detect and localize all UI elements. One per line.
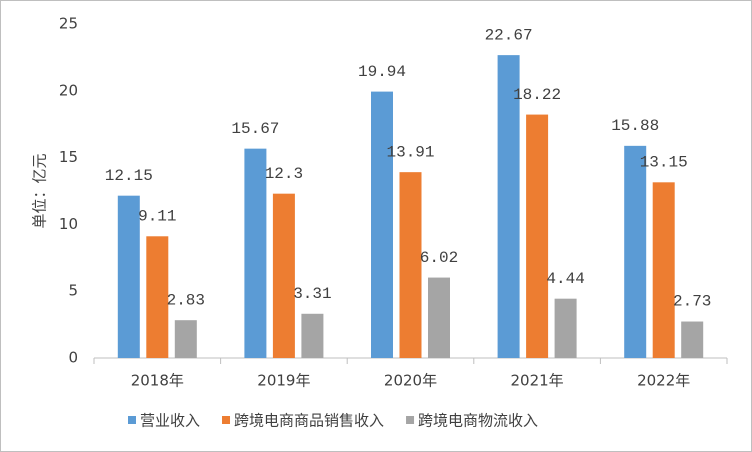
x-tick-label: 2019年: [257, 372, 310, 390]
value-label: 6.02: [420, 249, 458, 267]
bar: [554, 298, 577, 358]
bar: [428, 277, 450, 358]
x-tick-label: 2022年: [637, 372, 690, 390]
value-label: 4.44: [546, 270, 584, 288]
legend-swatch: [128, 416, 136, 424]
legend-label: 跨境电商物流收入: [418, 412, 538, 430]
x-tick-label: 2018年: [131, 372, 184, 390]
bar: [174, 320, 197, 358]
value-label: 12.3: [265, 165, 303, 183]
bar: [272, 193, 295, 358]
value-label: 13.91: [386, 143, 434, 161]
y-tick-label: 5: [68, 282, 78, 300]
bar: [146, 236, 169, 358]
bar: [526, 114, 549, 358]
value-label: 3.31: [293, 285, 331, 303]
y-tick-label: 20: [59, 81, 78, 99]
bar: [497, 55, 520, 359]
bar: [244, 148, 267, 358]
value-label: 13.15: [640, 154, 688, 172]
bar: [301, 313, 324, 358]
legend-label: 营业收入: [140, 412, 200, 430]
value-label: 22.67: [485, 26, 533, 44]
bar: [624, 145, 647, 358]
value-label: 12.15: [105, 167, 153, 185]
x-tick-label: 2021年: [511, 372, 564, 390]
bar: [681, 321, 704, 358]
y-tick-label: 0: [68, 349, 78, 367]
value-label: 9.11: [138, 208, 176, 226]
bar: [371, 91, 393, 359]
y-tick-label: 15: [59, 148, 78, 166]
x-tick-label: 2020年: [384, 372, 437, 390]
bar: [652, 182, 675, 358]
value-label: 19.94: [358, 63, 406, 81]
y-tick-label: 25: [59, 15, 78, 33]
value-label: 2.83: [167, 291, 205, 309]
value-label: 15.67: [231, 120, 279, 138]
bar: [117, 195, 140, 358]
bar: [399, 172, 422, 358]
legend-swatch: [406, 416, 415, 424]
value-label: 18.22: [513, 86, 561, 104]
legend-label: 跨境电商商品销售收入: [234, 412, 384, 430]
legend-swatch: [222, 416, 231, 424]
value-label: 2.73: [673, 293, 711, 311]
y-tick-label: 10: [59, 215, 78, 233]
value-label: 15.88: [611, 117, 659, 135]
y-axis-title: 单位：亿元: [31, 153, 49, 228]
